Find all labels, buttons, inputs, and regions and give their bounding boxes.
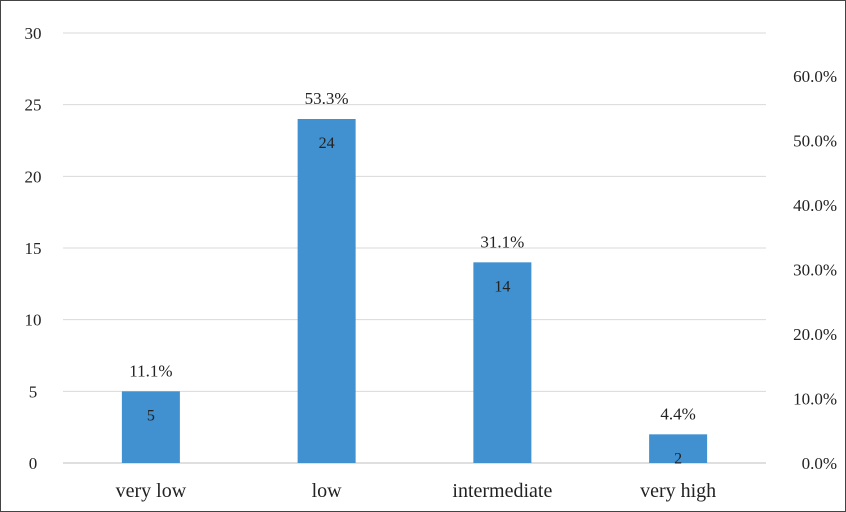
bar-value-label: 2 [674,450,682,467]
y-tick-label: 10 [25,311,42,330]
y2-tick-label: 30.0% [793,261,837,280]
x-axis: very low low intermediate very high [116,480,717,502]
x-tick-label: very high [640,480,716,502]
bar-value-label: 14 [494,278,510,295]
bar [649,434,708,463]
x-tick-label: low [312,480,343,502]
y-tick-label: 5 [29,382,38,401]
y-tick-label: 0 [29,454,38,473]
y2-tick-label: 50.0% [793,132,837,151]
y2-tick-label: 60.0% [793,67,837,86]
bars [121,119,708,463]
bar [121,391,180,463]
bar-percent-label: 31.1% [480,232,524,251]
right-axis: 0.0% 10.0% 20.0% 30.0% 40.0% 50.0% 60.0% [793,67,837,473]
bar-percent-label: 53.3% [305,89,349,108]
y2-tick-label: 0.0% [802,454,837,473]
y2-tick-label: 10.0% [793,390,837,409]
bar-value-label: 24 [319,135,335,152]
value-labels: 5 24 14 2 [147,135,682,467]
y-tick-label: 25 [25,96,42,115]
left-axis: 0 5 10 15 20 25 30 [25,24,42,473]
y-tick-label: 20 [25,167,42,186]
bar [473,262,532,463]
x-tick-label: intermediate [452,480,552,502]
bar-percent-label: 11.1% [129,361,172,380]
bar-value-label: 5 [147,407,155,424]
bar [297,119,356,463]
y2-tick-label: 20.0% [793,325,837,344]
percent-labels: 11.1% 53.3% 31.1% 4.4% [129,89,696,423]
y-tick-label: 15 [25,239,42,258]
y2-tick-label: 40.0% [793,196,837,215]
bar-percent-label: 4.4% [660,404,695,423]
x-tick-label: very low [116,480,187,502]
y-tick-label: 30 [25,24,42,43]
gridlines [63,32,766,464]
